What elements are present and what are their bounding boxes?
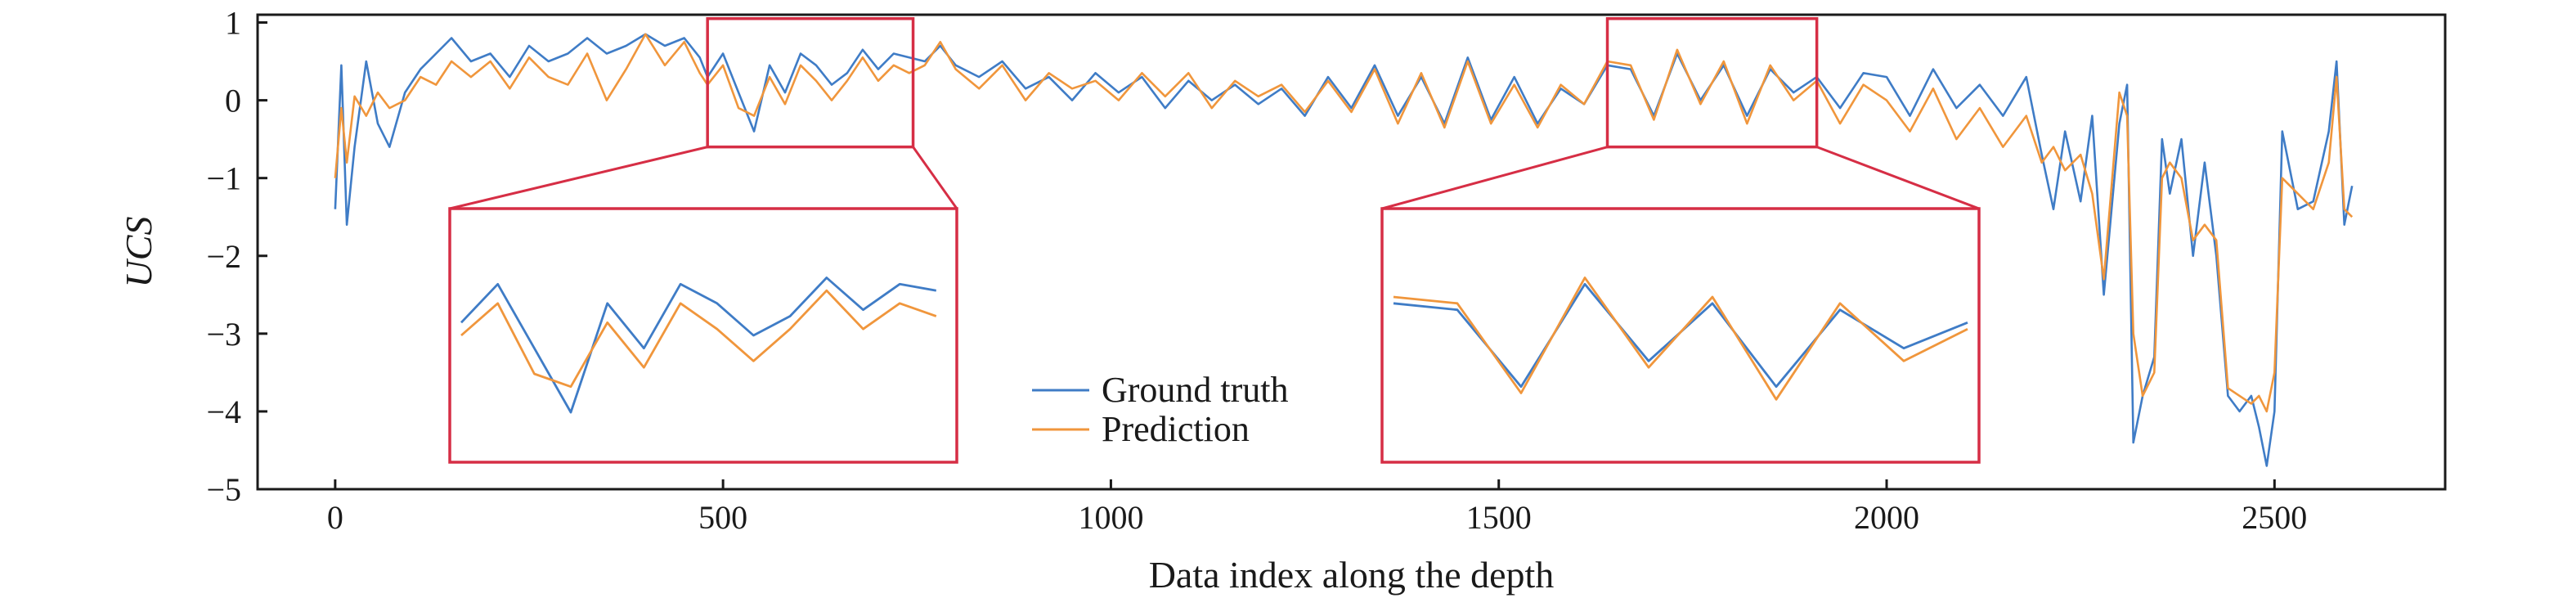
x-tick-label: 500 [698,499,747,536]
inset-frame [1380,207,1981,464]
y-axis-label: UCS [118,217,159,288]
x-axis-ticks: 0 500 1000 1500 2000 2500 [327,479,2307,536]
legend-label-prediction: Prediction [1102,409,1250,449]
zoom-connector [449,146,708,210]
inset-series-line-prediction [460,289,937,389]
y-tick-label: −3 [206,316,241,353]
inset-background [1382,209,1979,462]
y-axis-ticks: 1 0 −1 −2 −3 −4 −5 [206,5,267,508]
series-line-prediction [334,33,2354,413]
x-tick-label: 1000 [1078,499,1143,536]
y-tick-label: 0 [225,83,241,119]
zoom-connector [912,146,958,209]
y-tick-label: 1 [225,5,241,42]
inset-frame [448,207,958,464]
x-tick-label: 2000 [1854,499,1919,536]
y-tick-label: −5 [206,471,241,508]
legend: Ground truth Prediction [1032,370,1289,449]
x-tick-label: 1500 [1466,499,1532,536]
legend-label-ground-truth: Ground truth [1102,370,1289,410]
plot-frame [256,13,2447,491]
zoom-inset-1 [448,17,958,464]
series-line-ground-truth [334,33,2354,467]
zoom-window-rect [1605,17,1819,149]
y-tick-label: −2 [206,238,241,275]
inset-series-line-ground-truth [460,277,937,414]
inset-series-line-prediction [1393,277,1968,401]
plot-area [334,17,2354,467]
y-tick-label: −1 [206,160,241,197]
x-tick-label: 2500 [2242,499,2307,536]
x-axis-label: Data index along the depth [1149,554,1555,596]
zoom-connector [1381,146,1608,210]
zoom-window-rect [706,17,915,149]
zoom-connector [1816,146,1980,210]
zoom-inset-2 [1380,17,1981,464]
x-tick-label: 0 [327,499,343,536]
y-tick-label: −4 [206,393,241,430]
inset-background [450,209,957,462]
